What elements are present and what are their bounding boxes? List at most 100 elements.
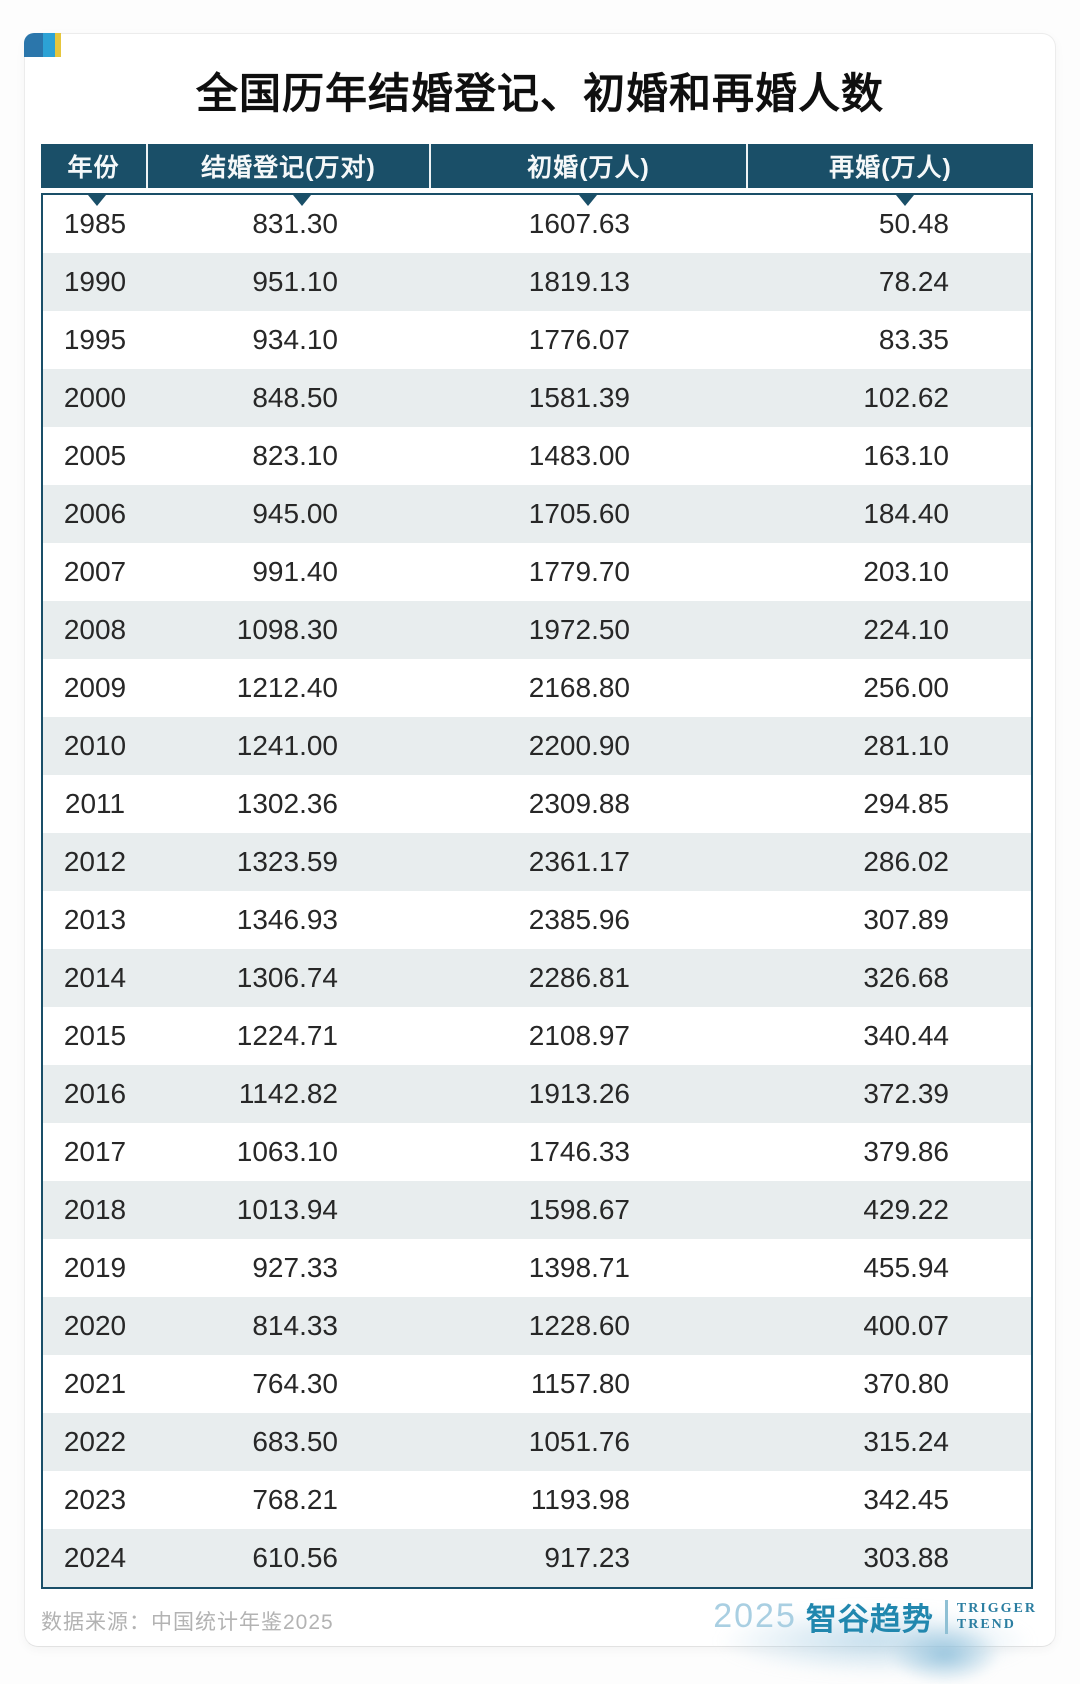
value-cell: 379.86: [863, 1136, 949, 1167]
logo-tagline: TRIGGER TREND: [957, 1601, 1037, 1633]
column-marker-triangle-icon: [896, 195, 914, 206]
value-cell: 1013.94: [236, 1194, 338, 1225]
infographic-card: 全国历年结婚登记、初婚和再婚人数 年份 结婚登记(万对) 初婚(万人) 再婚(万…: [24, 33, 1056, 1684]
value-cell: 1483.00: [528, 440, 630, 471]
year-cell: 2010: [63, 730, 127, 761]
year-cell: 1990: [63, 266, 127, 297]
year-cell: 2016: [63, 1078, 127, 1109]
table-row: 2022 683.50 1051.76 315.24: [43, 1413, 1031, 1471]
value-cell: 1224.71: [236, 1020, 338, 1051]
value-cell: 256.00: [863, 672, 949, 703]
data-source-note: 数据来源：中国统计年鉴2025: [41, 1611, 334, 1634]
value-cell: 2108.97: [528, 1020, 630, 1051]
year-cell: 2018: [63, 1194, 127, 1225]
logo-tagline-line2: TREND: [956, 1616, 1016, 1632]
value-cell: 1193.98: [530, 1484, 630, 1515]
table-body-rows: 1985 831.30 1607.63 50.48 1990 951.10 1819.13 7…: [43, 195, 1031, 1587]
table-row: 2009 1212.40 2168.80 256.00: [43, 659, 1031, 717]
value-cell: 326.68: [863, 962, 949, 993]
value-cell: 1098.30: [236, 614, 338, 645]
table-row: 2013 1346.93 2385.96 307.89: [43, 891, 1031, 949]
table-header-row: 年份 结婚登记(万对) 初婚(万人) 再婚(万人): [41, 144, 1033, 188]
column-marker-triangle-icon: [579, 195, 597, 206]
value-cell: 2361.17: [528, 846, 630, 877]
value-cell: 163.10: [863, 440, 949, 471]
year-cell: 2017: [63, 1136, 127, 1167]
value-cell: 83.35: [878, 324, 949, 355]
year-cell: 2015: [63, 1020, 127, 1051]
year-cell: 2007: [63, 556, 127, 587]
table-row: 2019 927.33 1398.71 455.94: [43, 1239, 1031, 1297]
value-cell: 1972.50: [528, 614, 630, 645]
value-cell: 917.23: [544, 1542, 630, 1573]
table-row: 2016 1142.82 1913.26 372.39: [43, 1065, 1031, 1123]
value-cell: 2385.96: [528, 904, 630, 935]
value-cell: 1779.70: [528, 556, 630, 587]
value-cell: 848.50: [252, 382, 338, 413]
table-row: 2000 848.50 1581.39 102.62: [43, 369, 1031, 427]
value-cell: 1746.33: [528, 1136, 630, 1167]
corner-icon-yellow-stripe: [55, 33, 61, 57]
column-marker-triangle-icon: [88, 195, 106, 206]
year-cell: 2023: [63, 1484, 127, 1515]
year-cell: 2020: [63, 1310, 127, 1341]
watermark-blur-blob: [890, 1624, 1000, 1684]
value-cell: 1063.10: [236, 1136, 338, 1167]
logo-year-text: 2025: [713, 1597, 797, 1635]
table-row: 2011 1302.36 2309.88 294.85: [43, 775, 1031, 833]
year-cell: 2021: [63, 1368, 127, 1399]
logo-tagline-line1: TRIGGER: [956, 1600, 1037, 1616]
table-row: 2018 1013.94 1598.67 429.22: [43, 1181, 1031, 1239]
value-cell: 1398.71: [528, 1252, 630, 1283]
value-cell: 683.50: [252, 1426, 338, 1457]
value-cell: 307.89: [863, 904, 949, 935]
brand-corner-icon: [24, 33, 61, 57]
value-cell: 2309.88: [528, 788, 630, 819]
year-cell: 2013: [63, 904, 127, 935]
table-row: 2023 768.21 1193.98 342.45: [43, 1471, 1031, 1529]
table-row: 2017 1063.10 1746.33 379.86: [43, 1123, 1031, 1181]
value-cell: 1157.80: [530, 1368, 630, 1399]
value-cell: 1913.26: [528, 1078, 630, 1109]
value-cell: 831.30: [252, 208, 338, 239]
value-cell: 50.48: [878, 208, 949, 239]
table-row: 2014 1306.74 2286.81 326.68: [43, 949, 1031, 1007]
value-cell: 1598.67: [528, 1194, 630, 1225]
value-cell: 2168.80: [528, 672, 630, 703]
value-cell: 1819.13: [528, 266, 630, 297]
year-cell: 2019: [63, 1252, 127, 1283]
table-row: 2012 1323.59 2361.17 286.02: [43, 833, 1031, 891]
value-cell: 951.10: [252, 266, 338, 297]
value-cell: 768.21: [252, 1484, 338, 1515]
value-cell: 1705.60: [528, 498, 630, 529]
value-cell: 814.33: [252, 1310, 338, 1341]
value-cell: 1306.74: [236, 962, 338, 993]
table-row: 1995 934.10 1776.07 83.35: [43, 311, 1031, 369]
value-cell: 370.80: [863, 1368, 949, 1399]
table-row: 2005 823.10 1483.00 163.10: [43, 427, 1031, 485]
value-cell: 1302.36: [236, 788, 338, 819]
value-cell: 224.10: [863, 614, 949, 645]
table-row: 2010 1241.00 2200.90 281.10: [43, 717, 1031, 775]
corner-icon-lightblue-block: [43, 33, 55, 57]
year-cell: 2005: [63, 440, 127, 471]
year-cell: 2000: [63, 382, 127, 413]
year-cell: 2009: [63, 672, 127, 703]
value-cell: 78.24: [878, 266, 949, 297]
table-row: 2015 1224.71 2108.97 340.44: [43, 1007, 1031, 1065]
value-cell: 934.10: [252, 324, 338, 355]
year-cell: 1985: [63, 208, 127, 239]
value-cell: 1346.93: [236, 904, 338, 935]
value-cell: 429.22: [863, 1194, 949, 1225]
table-row: 2021 764.30 1157.80 370.80: [43, 1355, 1031, 1413]
value-cell: 400.07: [863, 1310, 949, 1341]
value-cell: 1051.76: [528, 1426, 630, 1457]
value-cell: 945.00: [252, 498, 338, 529]
table-row: 2007 991.40 1779.70 203.10: [43, 543, 1031, 601]
year-cell: 2006: [63, 498, 127, 529]
value-cell: 455.94: [863, 1252, 949, 1283]
value-cell: 1228.60: [528, 1310, 630, 1341]
table-row: 1990 951.10 1819.13 78.24: [43, 253, 1031, 311]
table-row: 2020 814.33 1228.60 400.07: [43, 1297, 1031, 1355]
